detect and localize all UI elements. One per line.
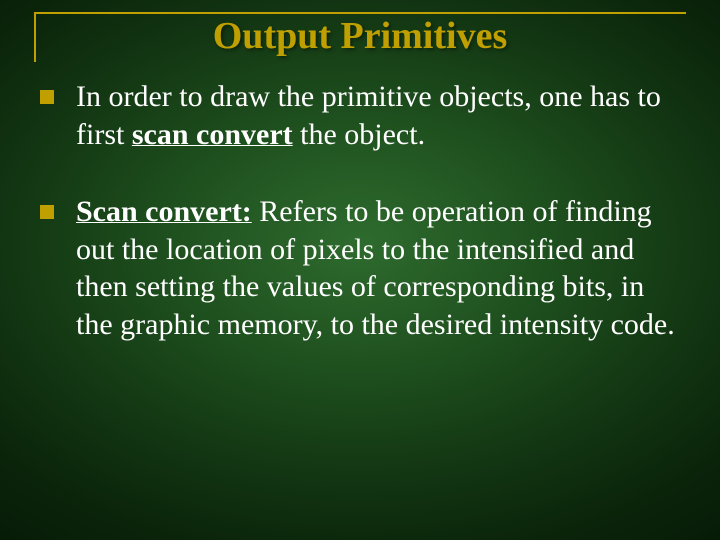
bullet-marker-icon — [40, 205, 54, 219]
bullet-text: Scan convert: Refers to be operation of … — [76, 193, 680, 343]
slide: Output Primitives In order to draw the p… — [0, 0, 720, 540]
text-run: the object. — [293, 118, 425, 151]
bullet-item: In order to draw the primitive objects, … — [40, 78, 680, 153]
bullet-item: Scan convert: Refers to be operation of … — [40, 193, 680, 343]
slide-content: In order to draw the primitive objects, … — [40, 78, 680, 383]
text-run-emphasis: Scan convert: — [76, 195, 252, 228]
slide-title: Output Primitives — [0, 14, 720, 58]
bullet-text: In order to draw the primitive objects, … — [76, 78, 680, 153]
bullet-marker-icon — [40, 90, 54, 104]
text-run-emphasis: scan convert — [132, 118, 293, 151]
